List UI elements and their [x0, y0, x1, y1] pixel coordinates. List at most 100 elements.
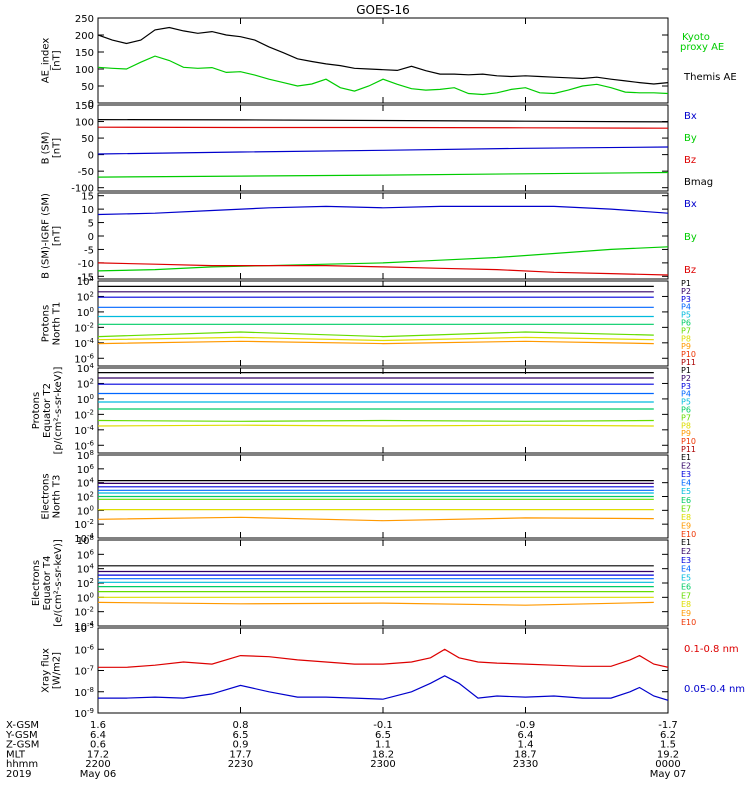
- series-line-p8: [98, 424, 654, 427]
- orbit-row-value: 0.9: [233, 740, 249, 751]
- y-axis-label: [e/(cm²-s-sr-keV)]: [53, 539, 64, 627]
- series-group: [98, 285, 654, 345]
- series-line-bmag: [98, 118, 668, 123]
- orbit-row-value: 1.6: [90, 720, 106, 731]
- y-tick-label: 10-7: [74, 665, 94, 678]
- y-tick-label: 0: [88, 99, 94, 110]
- legend-label: Bx: [684, 199, 697, 210]
- orbit-row-value: 6.5: [375, 730, 391, 741]
- legend-label: E1: [681, 453, 691, 462]
- legend-label: E5: [681, 487, 691, 496]
- legend-label: P7: [681, 326, 691, 335]
- panel-frame: [97, 367, 669, 454]
- legend-label: E6: [681, 582, 691, 591]
- figure-title: GOES-16: [356, 3, 410, 17]
- y-tick-label: 10-2: [74, 518, 94, 531]
- series-line-p8: [98, 336, 654, 342]
- legend-label: E8: [681, 513, 691, 522]
- orbit-row-value: 2230: [228, 759, 253, 770]
- series-line-e9: [98, 516, 654, 522]
- legend-label: E7: [681, 591, 691, 600]
- series-line-0-05-0-4-nm: [98, 675, 668, 701]
- y-axis-label: B (SM)-IGRF (SM): [41, 193, 52, 279]
- series-group: [98, 118, 668, 178]
- legend-label: P3: [681, 295, 691, 304]
- orbit-row-value: 2200: [85, 759, 110, 770]
- y-axis-label: [W/m2]: [52, 652, 63, 689]
- y-axis-label: B (SM): [41, 131, 52, 164]
- series-line-bx: [98, 146, 668, 155]
- y-tick-label: 104: [77, 362, 95, 375]
- series-group: [98, 480, 654, 522]
- y-axis-label: Protons: [31, 392, 42, 429]
- y-axis-label: North T1: [52, 302, 63, 346]
- y-tick-label: 100: [75, 65, 94, 76]
- legend-label: proxy AE: [680, 42, 724, 53]
- y-tick-label: 10-8: [74, 686, 94, 699]
- y-tick-label: -5: [84, 245, 94, 256]
- orbit-row-value: 1.5: [660, 740, 676, 751]
- legend-label: E9: [681, 521, 691, 530]
- panel-frame: [97, 539, 669, 627]
- legend-label: P7: [681, 413, 691, 422]
- y-tick-label: 102: [77, 577, 94, 590]
- legend-label: P4: [681, 390, 691, 399]
- series-line-by: [98, 171, 668, 178]
- series-line-bz: [98, 262, 668, 276]
- y-tick-label: 108: [77, 534, 94, 547]
- legend-label: E4: [681, 565, 691, 574]
- y-tick-label: 0: [88, 232, 94, 243]
- y-tick-label: 104: [77, 563, 95, 576]
- y-tick-label: 10-4: [74, 424, 94, 437]
- y-tick-label: 10-4: [74, 337, 94, 350]
- legend-label: P6: [681, 319, 691, 328]
- legend-label: P2: [681, 374, 691, 383]
- y-tick-label: 102: [77, 290, 94, 303]
- y-tick-label: 104: [77, 275, 95, 288]
- y-tick-label: 100: [77, 393, 94, 406]
- orbit-row-label: X-GSM: [6, 720, 39, 731]
- orbit-row-value: 17.7: [229, 749, 251, 760]
- y-axis-label: [nT]: [52, 226, 63, 246]
- panel-2: -100 -50 0 50 100 150 B (SM) [nT] Bx By Bz Bmag: [41, 101, 714, 195]
- legend-label: P2: [681, 287, 691, 296]
- y-axis-label: [p/(cm²-s-sr-keV)]: [53, 367, 64, 455]
- legend-label: E2: [681, 462, 691, 471]
- y-tick-label: 100: [77, 306, 94, 319]
- y-tick-label: -50: [78, 167, 94, 178]
- legend-label: By: [684, 232, 697, 243]
- orbit-row-label: Y-GSM: [5, 730, 38, 741]
- legend-label: Bz: [684, 155, 696, 166]
- series-group: [98, 205, 668, 276]
- y-tick-label: 50: [81, 134, 94, 145]
- panel-frame: [97, 192, 669, 280]
- y-tick-label: 5: [88, 219, 94, 230]
- series-line-themis-ae: [98, 26, 668, 85]
- series-line-bz: [98, 126, 668, 129]
- y-tick-label: 10-6: [74, 643, 94, 656]
- legend-label: P11: [681, 358, 696, 367]
- series-group: [98, 372, 654, 427]
- y-tick-label: 150: [75, 48, 94, 59]
- series-group: [98, 26, 668, 96]
- y-tick-label: 250: [75, 14, 94, 25]
- y-axis-label: Xray flux: [41, 648, 52, 693]
- series-line-by: [98, 246, 668, 272]
- y-tick-label: 100: [77, 591, 94, 604]
- panel-8: 10-5 10-6 10-7 10-8 10-9 Xray flux [W/m2] 0.1-0…: [41, 622, 746, 720]
- orbit-row-value: 1.1: [375, 740, 391, 751]
- orbit-row-value: 2300: [370, 759, 395, 770]
- y-axis-label: Equator T4: [42, 556, 53, 611]
- legend-label: E1: [681, 538, 691, 547]
- orbit-row-value: May 07: [650, 769, 687, 780]
- y-tick-label: 100: [75, 118, 94, 129]
- legend-label: E9: [681, 609, 691, 618]
- series-line-0-1-0-8-nm: [98, 648, 668, 668]
- series-group: [98, 648, 668, 701]
- y-axis-label: Equator T2: [42, 383, 53, 438]
- y-tick-label: 0: [88, 151, 94, 162]
